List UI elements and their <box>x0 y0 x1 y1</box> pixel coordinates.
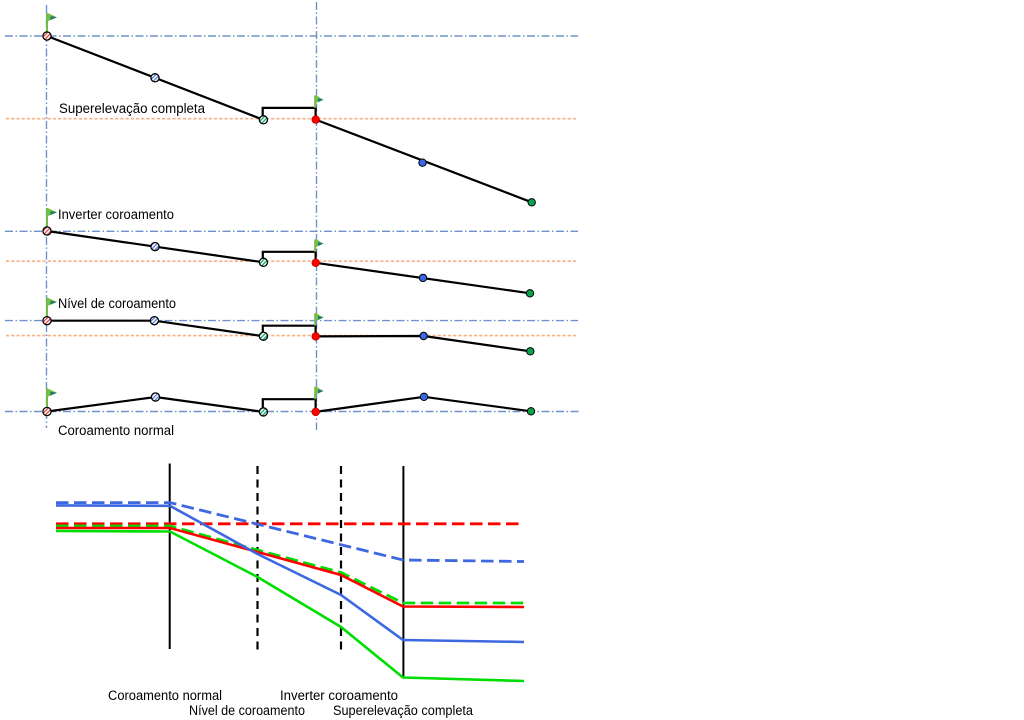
svg-text:Nível de coroamento: Nível de coroamento <box>189 703 305 718</box>
svg-text:Inverter coroamento: Inverter coroamento <box>280 688 398 703</box>
svg-text:Coroamento normal: Coroamento normal <box>58 423 174 438</box>
svg-text:Superelevação completa: Superelevação completa <box>59 101 206 116</box>
svg-text:Nível de coroamento: Nível de coroamento <box>58 296 176 311</box>
svg-text:Superelevação completa: Superelevação completa <box>333 703 473 718</box>
svg-text:Inverter coroamento: Inverter coroamento <box>58 207 174 222</box>
svg-text:Coroamento normal: Coroamento normal <box>108 688 222 703</box>
